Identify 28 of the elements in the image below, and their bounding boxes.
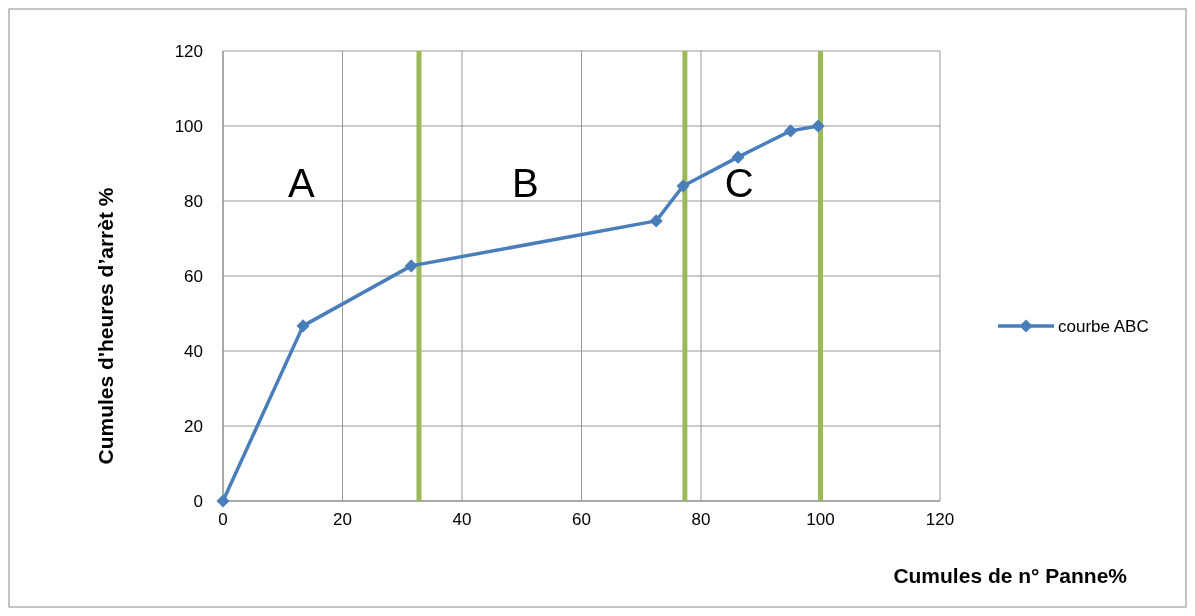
annotation: B [511, 160, 539, 205]
x-tick-label: 60 [572, 510, 591, 529]
annotation: C [724, 160, 754, 205]
point [731, 150, 745, 164]
y-tick-label: 40 [184, 342, 203, 361]
point [676, 179, 690, 193]
y-tick-label: 80 [184, 192, 203, 211]
point [649, 214, 663, 228]
x-tick-label: 20 [333, 510, 352, 529]
x-tick-label: 100 [806, 510, 835, 529]
y-axis-title: Cumules d'heures d’arrèt % [94, 187, 117, 465]
y-tick-label: 0 [193, 492, 203, 511]
point [404, 259, 418, 273]
x-tick-label: 0 [218, 510, 228, 529]
y-tick-label: 100 [174, 117, 203, 136]
point [811, 119, 825, 133]
x-tick-label: 80 [691, 510, 711, 529]
legend-label: courbe ABC [1058, 317, 1149, 336]
y-tick-label: 20 [184, 417, 203, 436]
point [216, 494, 230, 508]
point [784, 124, 798, 138]
x-axis-title: Cumules de n° Panne% [893, 564, 1128, 587]
point [296, 319, 310, 333]
annotation: A [288, 160, 316, 205]
y-tick-label: 120 [174, 42, 203, 61]
x-tick-label: 120 [925, 510, 955, 529]
x-tick-label: 40 [452, 510, 472, 529]
y-tick-label: 60 [184, 267, 203, 286]
